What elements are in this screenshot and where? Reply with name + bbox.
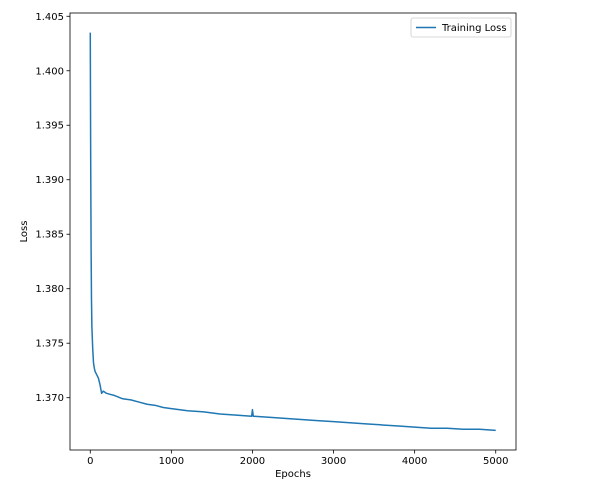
y-tick-label: 1.405 [35, 12, 64, 23]
y-tick-label: 1.370 [35, 393, 64, 404]
plot-area-frame [69, 12, 517, 451]
y-axis-label: Loss [19, 221, 30, 243]
y-tick-label: 1.380 [35, 284, 64, 295]
x-tick-label: 4000 [402, 456, 427, 467]
legend-box [410, 17, 512, 38]
x-tick-label: 0 [87, 456, 93, 467]
training-loss-line [89, 32, 496, 432]
x-axis-ticks: 0 1000 2000 3000 4000 5000 [87, 450, 508, 467]
y-tick-label: 1.385 [35, 230, 64, 241]
x-tick-label: 2000 [240, 456, 265, 467]
y-tick-label: 1.375 [35, 339, 64, 350]
legend: Training Loss [410, 17, 512, 38]
y-tick-label: 1.395 [35, 121, 64, 132]
y-tick-label: 1.400 [35, 66, 64, 77]
x-tick-label: 1000 [159, 456, 184, 467]
x-axis-label: Epochs [275, 469, 311, 480]
x-tick-label: 3000 [321, 456, 346, 467]
x-tick-label: 5000 [483, 456, 508, 467]
y-axis-ticks: 1.370 1.375 1.380 1.385 1.390 1.395 1.400 1.405 [35, 12, 70, 404]
legend-label-training-loss: Training Loss [441, 23, 507, 34]
y-tick-label: 1.390 [35, 175, 64, 186]
